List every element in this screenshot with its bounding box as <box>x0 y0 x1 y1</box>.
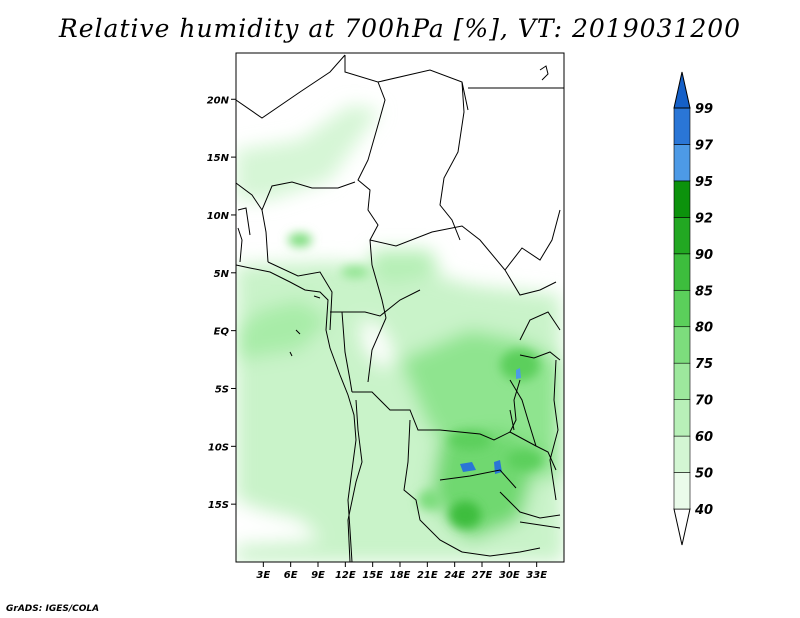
lon-tick-label: 3E <box>256 570 270 581</box>
colorbar-swatch <box>673 217 691 255</box>
lat-tick-label: EQ <box>214 327 230 338</box>
colorbar-swatch <box>673 180 691 218</box>
coastline <box>236 65 549 562</box>
colorbar-label: 95 <box>695 175 713 190</box>
colorbar-swatch <box>673 399 691 437</box>
lon-tick-label: 6E <box>284 570 298 581</box>
colorbar-swatch <box>673 362 691 400</box>
colorbar-label: 70 <box>695 394 713 409</box>
colorbar-label: 90 <box>695 248 713 263</box>
colorbar-upper-triangle <box>673 71 691 109</box>
lon-tick-label: 27E <box>472 570 493 581</box>
colorbar-swatch <box>673 472 691 510</box>
lon-tick-label: 9E <box>311 570 325 581</box>
lat-tick-label: 10S <box>208 442 229 453</box>
lon-tick-label: 33E <box>526 570 547 581</box>
grads-credit: GrADS: IGES/COLA <box>6 604 100 614</box>
lon-tick-label: 30E <box>499 570 520 581</box>
colorbar-label: 60 <box>695 430 713 445</box>
latitude-axis: 20N 15N 10N 5N EQ 5S 10S 15S <box>207 95 236 511</box>
colorbar-label: 85 <box>695 284 713 299</box>
lon-tick-label: 15E <box>362 570 383 581</box>
humidity-field <box>236 53 564 562</box>
colorbar-label: 40 <box>694 503 713 518</box>
lat-tick-label: 5N <box>214 269 230 280</box>
colorbar-swatch <box>673 253 691 291</box>
colorbar-label: 92 <box>695 211 713 226</box>
lon-tick-label: 18E <box>390 570 411 581</box>
lat-tick-label: 15S <box>208 500 229 511</box>
lat-tick-label: 10N <box>207 211 230 222</box>
colorbar-swatch <box>673 435 691 473</box>
colorbar-swatch <box>673 144 691 182</box>
country-borders <box>236 54 564 562</box>
lon-tick-label: 12E <box>335 570 356 581</box>
lon-tick-label: 21E <box>417 570 438 581</box>
colorbar: 40 50 60 70 75 80 85 90 92 95 97 99 <box>673 71 714 546</box>
colorbar-label: 75 <box>695 357 713 372</box>
lat-tick-label: 15N <box>207 153 230 164</box>
colorbar-lower-triangle <box>673 508 691 546</box>
colorbar-label: 99 <box>695 102 713 117</box>
colorbar-label: 80 <box>695 321 713 336</box>
colorbar-label: 97 <box>695 138 714 153</box>
lon-tick-label: 24E <box>444 570 465 581</box>
longitude-axis: 3E 6E 9E 12E 15E 18E 21E 24E 27E 30E 33E <box>256 562 547 581</box>
lat-tick-label: 20N <box>207 95 230 106</box>
lat-tick-label: 5S <box>215 384 229 395</box>
colorbar-label: 50 <box>695 467 713 482</box>
colorbar-swatch <box>673 107 691 145</box>
chart-title: Relative humidity at 700hPa [%], VT: 201… <box>58 14 742 43</box>
colorbar-swatch <box>673 326 691 364</box>
colorbar-swatch <box>673 289 691 328</box>
